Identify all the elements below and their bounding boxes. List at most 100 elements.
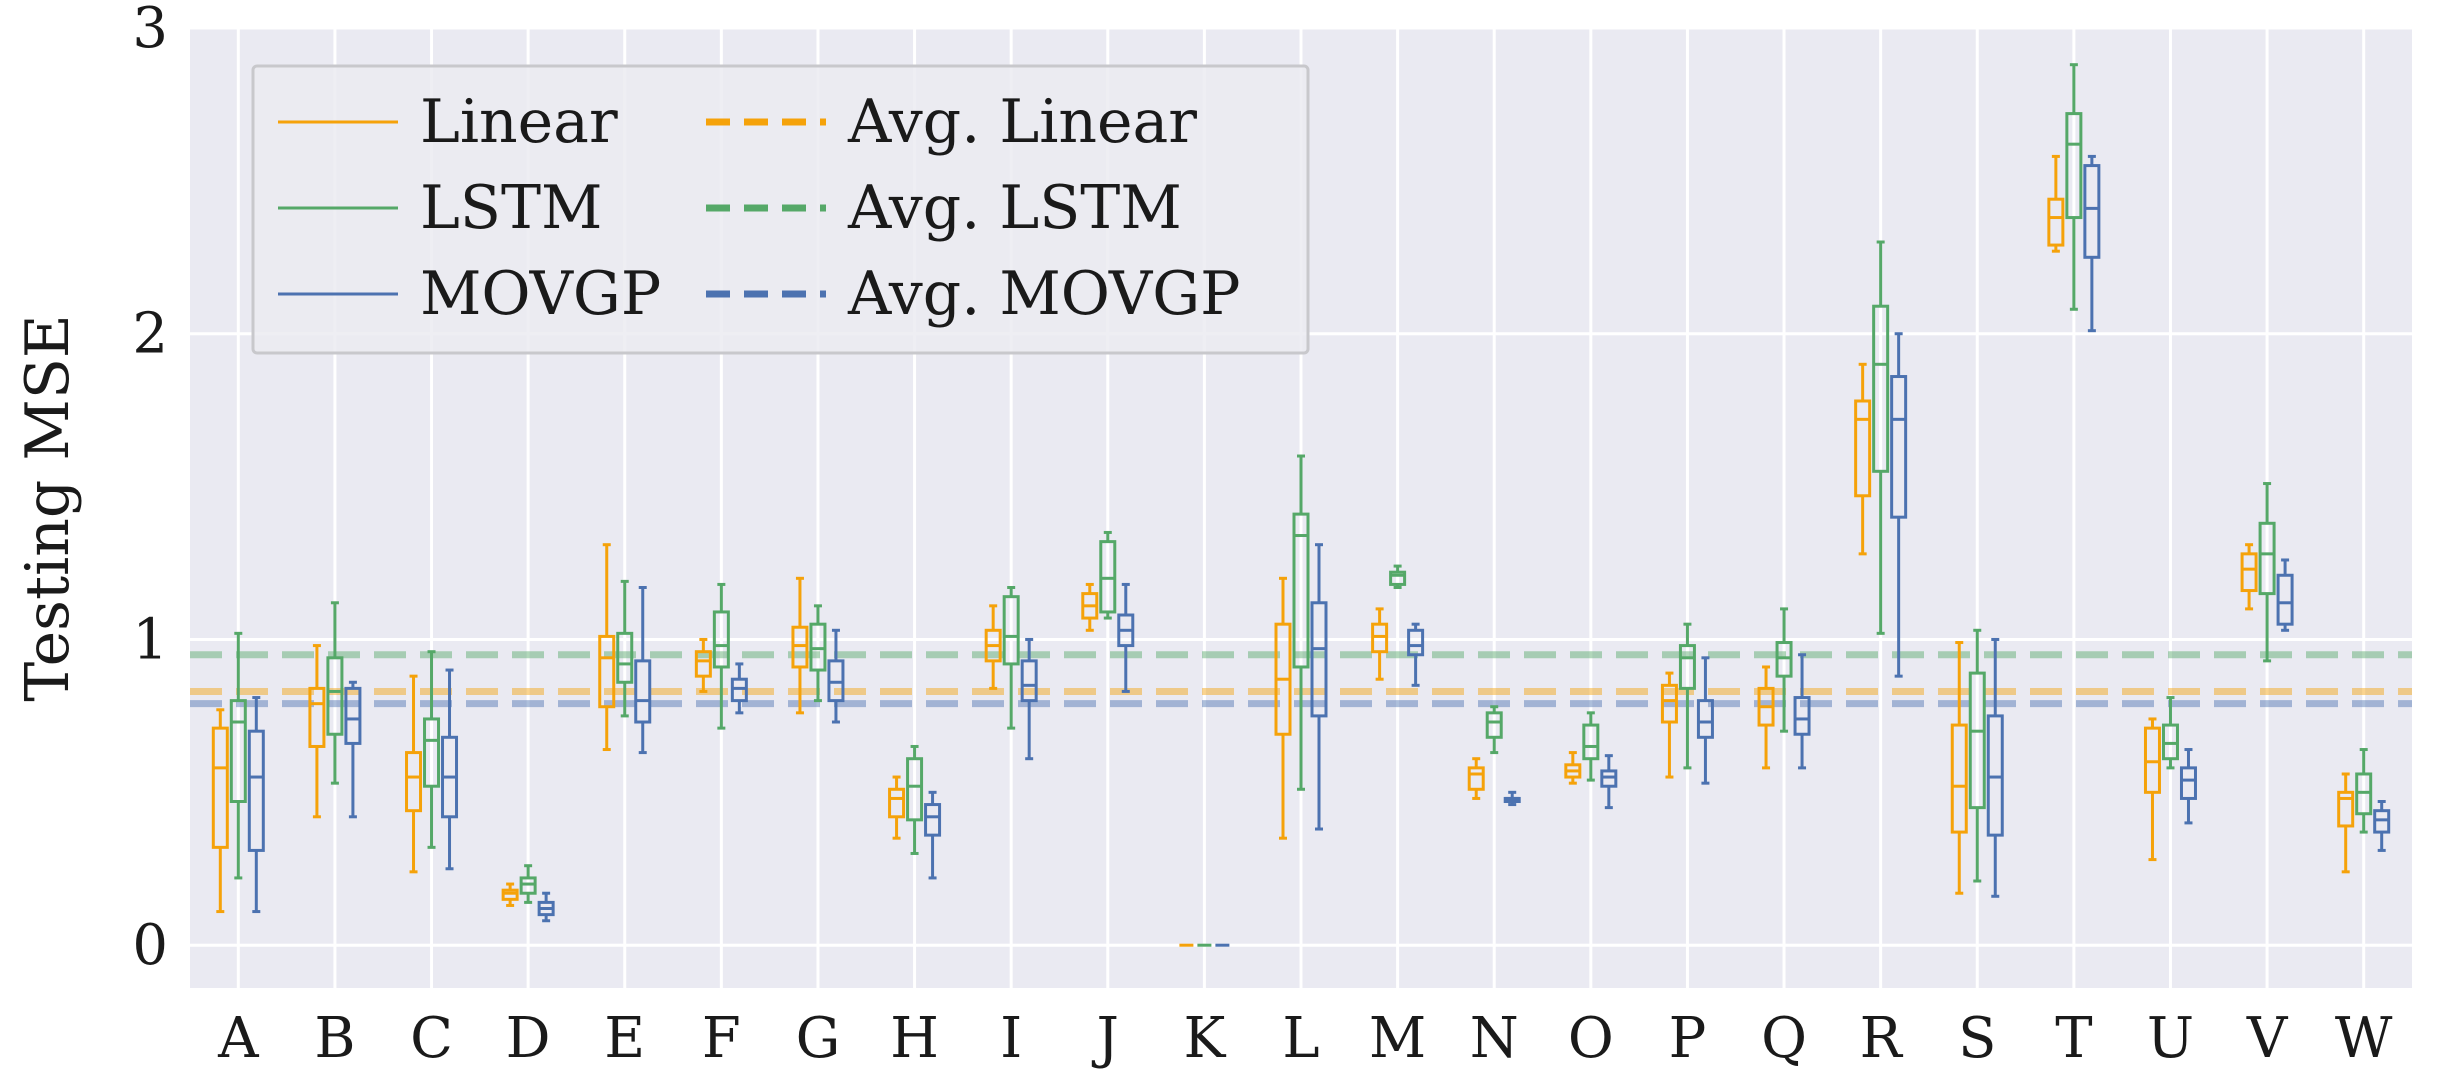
box-lstm-G xyxy=(809,604,827,703)
x-tick-label: U xyxy=(2147,1006,2194,1071)
box-lstm-O xyxy=(1582,711,1600,782)
y-tick-label: 3 xyxy=(132,0,168,61)
box-body xyxy=(1389,570,1407,586)
box-body xyxy=(1310,601,1328,718)
box-linear-O xyxy=(1564,751,1582,785)
legend-label: Avg. Linear xyxy=(847,87,1197,157)
box-linear-T xyxy=(2047,154,2065,253)
box-body xyxy=(1775,641,1793,678)
box-body xyxy=(1582,723,1600,761)
box-movgp-F xyxy=(730,662,748,715)
x-tick-label: B xyxy=(314,1006,355,1071)
legend-label: LSTM xyxy=(420,173,602,243)
box-body xyxy=(229,699,247,804)
box-body xyxy=(2276,573,2294,626)
box-body xyxy=(2161,723,2179,761)
box-body xyxy=(1854,399,1872,498)
legend: Linear Avg. Linear LSTM Avg. LSTM MOVGP Avg. … xyxy=(251,64,1310,355)
x-tick-label: Q xyxy=(1761,1006,1807,1071)
box-movgp-J xyxy=(1117,582,1135,693)
box-movgp-I xyxy=(1020,637,1038,761)
box-body xyxy=(423,717,441,788)
box-movgp-E xyxy=(634,585,652,755)
box-lstm-E xyxy=(616,579,634,718)
box-lstm-F xyxy=(712,582,730,730)
box-body xyxy=(2373,809,2391,834)
box-body xyxy=(634,659,652,724)
y-tick-label: 1 xyxy=(132,607,168,672)
box-lstm-V xyxy=(2258,482,2276,663)
box-body xyxy=(1020,659,1038,703)
x-tick-label: W xyxy=(2335,1006,2393,1071)
box-body xyxy=(1696,699,1714,739)
box-lstm-H xyxy=(906,744,924,855)
x-tick-label: C xyxy=(410,1006,453,1071)
box-linear-G xyxy=(791,576,809,715)
box-body xyxy=(2258,521,2276,596)
legend-label: Linear xyxy=(420,87,618,157)
legend-frame xyxy=(251,64,1310,355)
box-lstm-W xyxy=(2355,748,2373,834)
box-body xyxy=(2065,112,2083,220)
box-body xyxy=(2240,552,2258,593)
box-movgp-Q xyxy=(1793,653,1811,770)
box-body xyxy=(712,610,730,669)
x-tick-label: R xyxy=(1860,1006,1904,1071)
x-tick-label: I xyxy=(1000,1006,1022,1071)
box-body xyxy=(326,656,344,736)
box-body xyxy=(924,803,942,837)
box-body xyxy=(694,650,712,678)
box-linear-Q xyxy=(1757,665,1775,770)
x-tick-label: V xyxy=(2246,1006,2289,1071)
box-linear-E xyxy=(598,543,616,752)
x-tick-label: S xyxy=(1958,1006,1996,1071)
box-body xyxy=(2355,772,2373,816)
box-movgp-H xyxy=(924,790,942,880)
box-body xyxy=(1968,671,1986,810)
y-tick-label: 0 xyxy=(132,913,168,978)
box-linear-R xyxy=(1854,362,1872,556)
box-linear-U xyxy=(2143,717,2161,862)
box-movgp-D xyxy=(537,891,555,923)
box-body xyxy=(1678,644,1696,690)
box-movgp-L xyxy=(1310,543,1328,831)
box-body xyxy=(2083,164,2101,259)
box-lstm-T xyxy=(2065,63,2083,311)
x-tick-label: F xyxy=(702,1006,741,1071)
box-linear-F xyxy=(694,637,712,693)
box-lstm-D xyxy=(519,864,537,904)
box-movgp-N xyxy=(1503,790,1521,807)
box-movgp-V xyxy=(2276,558,2294,632)
box-lstm-U xyxy=(2161,696,2179,770)
box-linear-A xyxy=(211,708,229,914)
box-body xyxy=(308,686,326,748)
box-body xyxy=(906,757,924,822)
box-linear-P xyxy=(1660,671,1678,779)
x-tick-label: T xyxy=(2055,1006,2092,1071)
x-tick-label: A xyxy=(217,1006,259,1071)
box-body xyxy=(1793,696,1811,736)
box-body xyxy=(1890,375,1908,519)
box-movgp-M xyxy=(1407,622,1425,687)
legend-label: Avg. LSTM xyxy=(847,173,1182,243)
box-movgp-S xyxy=(1986,637,2004,898)
x-tick-label: G xyxy=(796,1006,841,1071)
box-body xyxy=(598,634,616,709)
box-body xyxy=(888,787,906,819)
box-movgp-G xyxy=(827,628,845,724)
x-tick-label: D xyxy=(506,1006,551,1071)
x-tick-label: O xyxy=(1568,1006,1614,1071)
box-lstm-Q xyxy=(1775,607,1793,733)
x-tick-label: E xyxy=(604,1006,645,1071)
box-linear-H xyxy=(888,775,906,840)
box-body xyxy=(1600,769,1618,788)
box-body xyxy=(1950,723,1968,834)
box-linear-N xyxy=(1467,757,1485,800)
legend-label: Avg. MOVGP xyxy=(847,259,1241,329)
box-lstm-C xyxy=(423,650,441,849)
x-tick-label: K xyxy=(1183,1006,1226,1071)
box-body xyxy=(730,677,748,703)
box-lstm-P xyxy=(1678,622,1696,770)
